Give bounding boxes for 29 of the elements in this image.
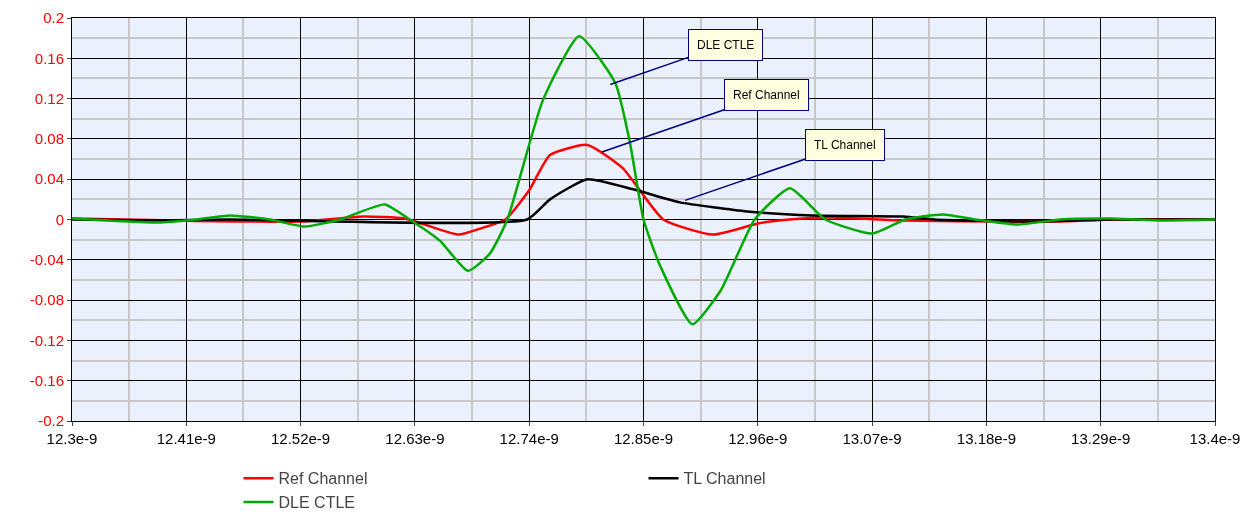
x-tick-label: 12.3e-9	[46, 430, 98, 447]
y-tick-label: -0.08	[29, 291, 64, 309]
y-tick-label: 0.08	[34, 130, 64, 148]
x-tick-label: 12.74e-9	[499, 430, 559, 447]
legend-label: DLE CTLE	[278, 494, 355, 512]
y-tick-label: -0.16	[29, 371, 64, 389]
y-tick-label: 0.12	[34, 89, 64, 107]
line-series	[72, 34, 1215, 326]
x-tick-label: 13.18e-9	[956, 430, 1017, 447]
annotation: Ref Channel	[733, 88, 800, 102]
x-tick-label: 13.29e-9	[1071, 430, 1131, 447]
y-tick-label: 0.04	[34, 170, 64, 188]
x-tick-label: 13.4e-9	[1189, 430, 1241, 447]
y-tick-label: -0.04	[29, 251, 64, 269]
x-tick-label: 12.41e-9	[156, 430, 216, 447]
x-tick-label: 13.07e-9	[842, 430, 902, 447]
legend-label: Ref Channel	[278, 470, 368, 488]
x-tick-label: 12.96e-9	[728, 430, 788, 447]
y-tick-label: -0.12	[29, 331, 64, 349]
annotation: DLE CTLE	[697, 38, 755, 52]
y-tick-label: 0.16	[34, 49, 64, 67]
x-tick-label: 12.52e-9	[270, 430, 331, 447]
x-tick-label: 12.63e-9	[385, 430, 445, 447]
legend-label: TL Channel	[683, 470, 766, 488]
x-tick-label: 12.85e-9	[613, 430, 674, 447]
y-tick-label: 0	[55, 210, 64, 228]
annotation: TL Channel	[814, 138, 876, 152]
y-tick-label: 0.2	[43, 9, 64, 27]
y-tick-label: -0.2	[38, 412, 64, 430]
